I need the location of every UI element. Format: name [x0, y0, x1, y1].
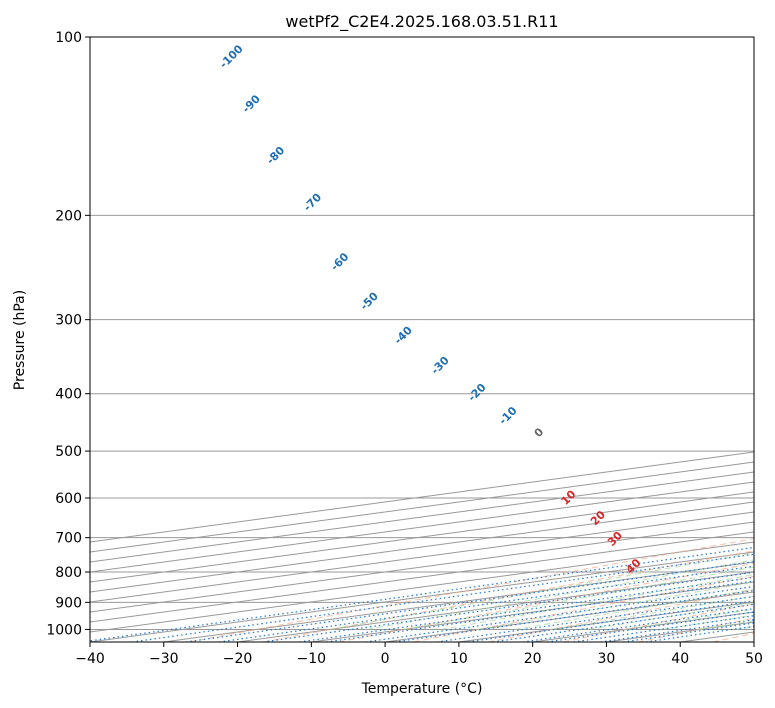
y-tick-label: 400	[55, 387, 82, 403]
x-axis-label: Temperature (°C)	[361, 681, 483, 697]
y-tick-label: 500	[55, 444, 82, 460]
y-tick-label: 800	[55, 565, 82, 581]
x-tick-label: 10	[450, 651, 468, 667]
dry-adiabat-label: 0	[532, 425, 547, 440]
isotherm-line	[90, 551, 754, 642]
y-tick-label: 200	[55, 208, 82, 224]
dry-adiabat-label: -50	[358, 289, 381, 312]
x-tick-label: −40	[75, 651, 105, 667]
isotherm-line	[90, 451, 754, 543]
y-tick-label: 600	[55, 491, 82, 507]
dry-adiabat-label: -20	[465, 381, 488, 404]
isotherm-line	[90, 521, 754, 613]
isotherm-line	[680, 631, 754, 642]
mixing-ratio-line	[326, 580, 754, 642]
dry-adiabat-label: -40	[392, 324, 415, 347]
mixing-ratio-line	[185, 561, 754, 642]
dry-adiabat-line	[338, 562, 754, 642]
isotherm-line	[532, 611, 754, 642]
x-tick-label: 50	[745, 651, 763, 667]
dry-adiabat-label: -100	[217, 42, 246, 71]
dry-adiabat-label: 20	[588, 508, 608, 528]
x-tick-label: 40	[671, 651, 689, 667]
moist-adiabat-line	[403, 566, 754, 630]
moist-adiabat-line	[551, 595, 754, 630]
isotherm-line	[753, 641, 754, 642]
y-tick-label: 1000	[46, 622, 82, 638]
isotherm-line	[311, 581, 754, 642]
mixing-ratio-line	[262, 571, 754, 642]
isotherm-line	[90, 501, 754, 593]
dry-adiabat-label: -70	[301, 190, 324, 213]
dry-adiabat-line	[413, 575, 754, 642]
x-tick-label: −10	[297, 651, 327, 667]
tick-layer: −40 −30 −20 −10 0 10 20 30 40 5010020030040050060…	[46, 30, 763, 667]
dry-adiabat-label: -60	[328, 250, 351, 273]
moist-adiabat-line	[662, 614, 754, 630]
x-tick-label: −30	[149, 651, 179, 667]
y-tick-label: 100	[55, 30, 82, 46]
y-tick-label: 300	[55, 313, 82, 329]
x-tick-label: 30	[598, 651, 616, 667]
y-tick-label: 900	[55, 595, 82, 611]
isotherm-line	[385, 591, 754, 642]
isotherm-line	[90, 531, 754, 623]
mixing-ratio-line	[299, 576, 754, 642]
chart-title: wetPf2_C2E4.2025.168.03.51.R11	[285, 12, 558, 32]
mixing-ratio-line	[219, 565, 754, 642]
plot-frame	[89, 36, 755, 643]
isotherm-line	[90, 481, 754, 573]
dry-adiabat-label: -90	[240, 92, 263, 115]
dry-adiabat-line	[188, 538, 754, 642]
moist-adiabat-line	[735, 626, 754, 630]
moist-adiabat-line	[588, 602, 754, 630]
isotherm-line	[458, 601, 754, 642]
dry-adiabat-line	[712, 632, 754, 642]
y-axis-label: Pressure (hPa)	[12, 290, 28, 390]
isotherm-line	[90, 461, 754, 553]
dry-adiabat-line	[488, 589, 754, 642]
isotherm-line	[90, 471, 754, 563]
grid-layer	[90, 37, 754, 642]
x-tick-label: 0	[381, 651, 390, 667]
moist-adiabat-line	[330, 552, 754, 630]
x-tick-label: 20	[524, 651, 542, 667]
moist-adiabat-line	[477, 581, 754, 630]
dry-adiabat-line	[562, 603, 754, 642]
reference-lines	[90, 538, 754, 642]
isotherm-line	[90, 511, 754, 603]
dry-adiabat-label: -10	[496, 404, 519, 427]
x-tick-label: −20	[223, 651, 253, 667]
isotherm-line	[90, 491, 754, 583]
dry-adiabat-line	[263, 550, 754, 642]
dry-adiabat-label: -80	[264, 144, 287, 167]
dry-adiabat-label: 10	[559, 487, 579, 507]
moist-adiabat-line	[367, 559, 754, 630]
dry-adiabat-label: -30	[429, 354, 452, 377]
y-tick-label: 700	[55, 531, 82, 547]
